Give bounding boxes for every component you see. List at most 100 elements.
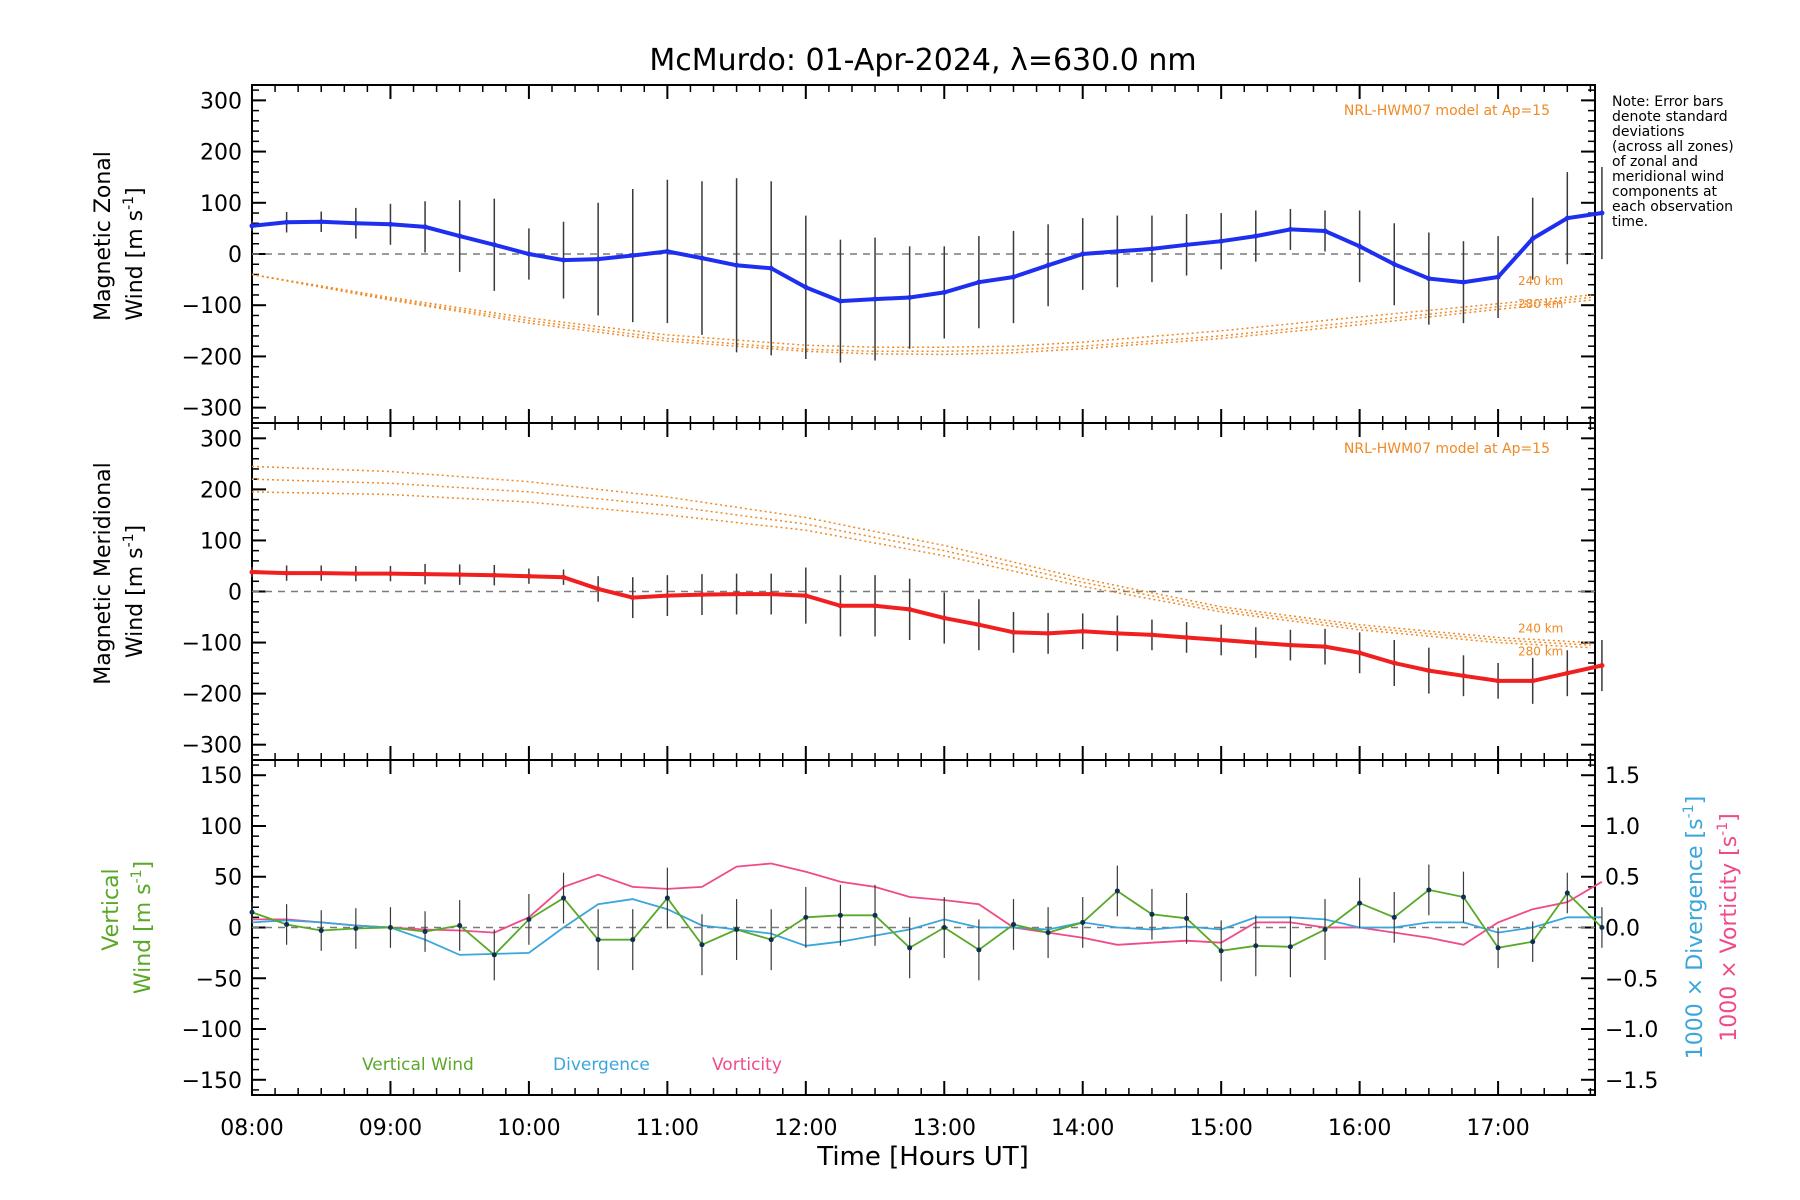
data-point [387, 221, 393, 227]
data-point [734, 927, 740, 933]
y-tick-label: 0 [228, 917, 242, 942]
data-point [1253, 943, 1259, 949]
data-point [318, 570, 324, 576]
data-point [1218, 637, 1224, 643]
data-point [976, 279, 982, 285]
y-tick-label: 200 [200, 141, 242, 166]
y-tick-label: 100 [200, 529, 242, 554]
y-tick-label: 50 [214, 866, 242, 891]
data-point [1426, 887, 1432, 893]
data-point [1149, 632, 1155, 638]
y-tick-label: −100 [182, 1018, 242, 1043]
vertical-wind-line [251, 888, 1603, 957]
data-point [422, 224, 428, 230]
data-point [422, 929, 428, 935]
data-point [491, 952, 497, 958]
data-point [1184, 915, 1190, 921]
data-point [872, 603, 878, 609]
data-point [803, 914, 809, 920]
data-point [664, 593, 670, 599]
y-axis-label: Wind [m s-1] [121, 525, 148, 658]
data-point [1426, 668, 1432, 674]
data-point [491, 242, 497, 248]
note-line: time. [1612, 214, 1649, 230]
y-tick-label: 300 [200, 427, 242, 452]
data-point [526, 251, 532, 257]
data-point [1495, 678, 1501, 684]
y-tick-label: 300 [200, 89, 242, 114]
model-label: NRL-HWM07 model at Ap=15 [1344, 103, 1550, 119]
data-point [595, 586, 601, 592]
y-tick-label: −150 [182, 1069, 242, 1094]
y-tick-label: −100 [182, 632, 242, 657]
x-tick-label: 11:00 [636, 1116, 699, 1141]
x-axis-label: Time [Hours UT] [816, 1142, 1029, 1172]
model-curve [251, 478, 1591, 646]
data-point [1391, 660, 1397, 666]
y-axis-label: Magnetic Zonal [91, 151, 116, 321]
data-point [284, 570, 290, 576]
data-point [941, 925, 947, 930]
data-point [907, 945, 913, 951]
data-point [1426, 276, 1432, 282]
vorticity-line [252, 862, 1603, 946]
y-tick-label: 150 [200, 764, 242, 789]
model-altitude-label: 240 km [1518, 274, 1563, 288]
data-point [699, 942, 705, 948]
data-point [1322, 228, 1328, 234]
data-point [1253, 640, 1259, 646]
y-axis-label: Magnetic Meridional [91, 462, 116, 684]
data-point [872, 912, 878, 918]
x-tick-label: 10:00 [497, 1116, 560, 1141]
y-axis-label: Vertical [99, 868, 124, 950]
y2-tick-label: 1.0 [1605, 815, 1640, 840]
data-point [457, 922, 463, 928]
data-point [353, 220, 359, 226]
data-point [907, 295, 913, 301]
data-point [907, 606, 913, 612]
data-point [1530, 678, 1536, 684]
y2-tick-label: −0.5 [1605, 967, 1658, 992]
x-tick-label: 09:00 [359, 1116, 422, 1141]
data-point [1218, 948, 1224, 954]
data-point [734, 591, 740, 597]
data-point [768, 937, 774, 943]
data-point [699, 592, 705, 598]
data-point [1114, 248, 1120, 254]
y-axis-label: Wind [m s-1] [129, 861, 156, 994]
data-point [1080, 628, 1086, 634]
data-point [1357, 650, 1363, 656]
note-line: each observation [1612, 199, 1734, 215]
data-point [1010, 629, 1016, 635]
y-tick-label: 0 [228, 581, 242, 606]
divergence-line [251, 898, 1602, 956]
data-point [491, 572, 497, 578]
x-tick-label: 13:00 [913, 1116, 976, 1141]
data-point [941, 289, 947, 295]
data-point [1357, 243, 1363, 249]
legend-entry: Vorticity [712, 1055, 782, 1075]
data-point [1080, 251, 1086, 257]
data-point [734, 262, 740, 268]
data-point [318, 928, 324, 934]
data-point [526, 573, 532, 579]
y-axis-label: Wind [m s-1] [121, 187, 148, 320]
data-point [1287, 226, 1293, 232]
model-curve [251, 465, 1591, 644]
data-point [837, 603, 843, 609]
y-tick-label: 100 [200, 815, 242, 840]
model-altitude-label: 280 km [1518, 297, 1563, 311]
data-point [1599, 663, 1605, 669]
y-tick-label: −200 [182, 683, 242, 708]
note-line: deviations [1612, 124, 1685, 140]
data-point [1391, 914, 1397, 920]
y-tick-label: −100 [182, 294, 242, 319]
data-point [1495, 274, 1501, 280]
data-point [803, 284, 809, 290]
data-point [1149, 246, 1155, 252]
data-point [1080, 919, 1086, 925]
y-tick-label: −50 [196, 967, 242, 992]
note-line: components at [1612, 184, 1718, 200]
data-point [664, 248, 670, 254]
